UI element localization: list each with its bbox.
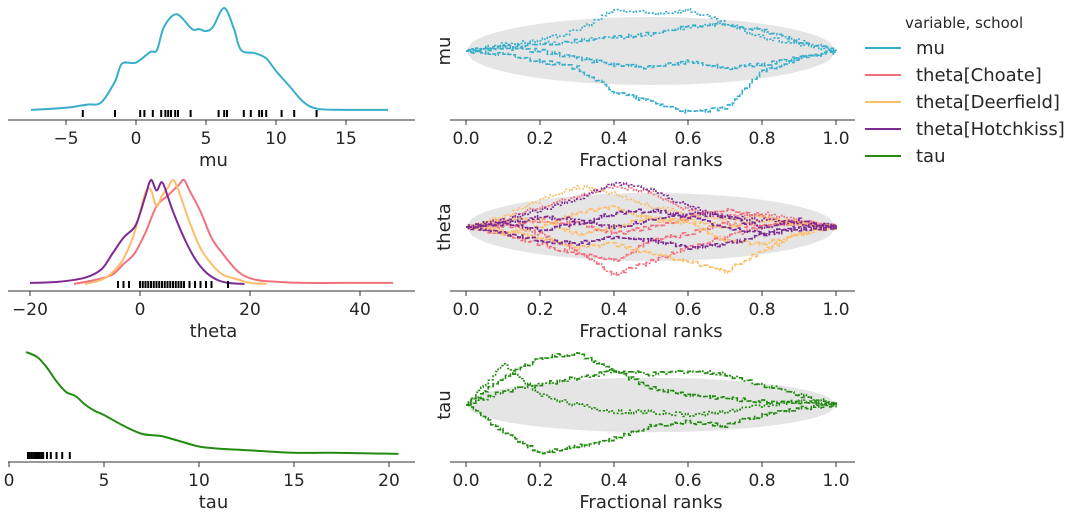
rank-ecdf-chain-line [466,225,837,274]
rank-ecdf-chain-line [466,351,837,406]
x-tick-label: 0 [135,300,146,320]
x-tick-label: 5 [201,129,212,149]
rank-ecdf-chain-line [466,22,837,53]
x-tick-label: 40 [349,300,371,320]
x-tick-label: 0.2 [526,300,553,320]
rank-ecdf-chain-line [466,49,837,114]
rank-ecdf-chain-line [466,211,837,230]
x-tick-label: 5 [99,471,110,491]
rank-ecdf-chain-line [466,215,837,246]
x-tick-label: 0 [131,129,142,149]
x-tick-label: 0.0 [452,471,479,491]
x-tick-label: 1.0 [822,129,849,149]
rank-ecdf-chain-line [466,208,837,236]
rank-ecdf-chain-line [466,8,837,53]
y-axis-label: tau [434,390,455,420]
y-axis-label: theta [434,203,455,251]
x-axis-label: tau [199,492,229,513]
legend: variable, school mu theta[Choate] theta[De… [865,14,1065,167]
x-tick-label: 10 [188,471,210,491]
x-tick-label: 0.2 [526,471,553,491]
x-tick-label: 0.0 [452,300,479,320]
rank-ecdf-chain-line [466,181,837,229]
x-tick-label: 0 [4,471,15,491]
x-tick-label: 0.8 [748,129,775,149]
confidence-band [466,17,836,85]
x-tick-label: 0.6 [674,300,701,320]
x-tick-label: 1.0 [822,300,849,320]
x-axis-label: theta [190,321,238,342]
density-line [73,178,393,285]
x-tick-label: 0.8 [748,300,775,320]
x-axis-label: Fractional ranks [579,150,722,171]
legend-item-label: mu [916,38,945,59]
legend-item-label: theta[Deerfield] [916,92,1060,113]
panel-rank_ecdf-tau: 0.0 0.2 0.4 0.6 0.8 1.0 Fractional ranks tau [434,351,855,513]
rank-ecdf-chain-line [466,403,837,455]
x-tick-label: 1.0 [822,471,849,491]
x-tick-label: 10 [265,129,287,149]
x-axis-label: mu [199,150,228,171]
rank-ecdf-chain-line [466,205,837,236]
panel-rank_ecdf-mu: 0.0 0.2 0.4 0.6 0.8 1.0 Fractional ranks mu [434,8,855,171]
rank-ecdf-chain-line [466,363,837,418]
density-line [25,351,399,455]
x-tick-label: 0.8 [748,471,775,491]
x-tick-label: 0.4 [600,300,627,320]
rank-ecdf-chain-line [466,225,837,250]
x-tick-label: 0.4 [600,471,627,491]
legend-item-label: tau [916,146,946,167]
x-axis-label: Fractional ranks [579,492,722,513]
density-line [30,7,389,111]
x-axis-label: Fractional ranks [579,321,722,342]
panel-density-tau: 0 5 10 15 20 tau [4,351,415,513]
x-tick-label: 20 [239,300,261,320]
density-line [84,179,267,285]
x-tick-label: 20 [378,471,400,491]
x-tick-label: 0.6 [674,471,701,491]
x-tick-label: 0.0 [452,129,479,149]
x-tick-label: −5 [53,129,78,149]
x-tick-label: −20 [12,300,48,320]
x-tick-label: 15 [283,471,305,491]
panel-density-mu: −5 0 5 10 15 mu [8,7,415,171]
x-tick-label: 15 [335,129,357,149]
rank-ecdf-chain-line [466,44,837,71]
y-axis-label: mu [434,37,455,66]
x-tick-label: 0.4 [600,129,627,149]
rank-ecdf-chain-line [466,369,837,406]
legend-item-label: theta[Hotchkiss] [916,119,1065,140]
x-tick-label: 0.2 [526,129,553,149]
density-line [29,178,245,285]
panel-density-theta: −20 0 20 40 theta [8,178,415,342]
rank-ecdf-chain-line [466,184,837,229]
panel-rank_ecdf-theta: 0.0 0.2 0.4 0.6 0.8 1.0 Fractional ranks theta [434,181,855,342]
legend-item-label: theta[Choate] [916,65,1042,86]
x-tick-label: 0.6 [674,129,701,149]
legend-title: variable, school [905,14,1023,32]
